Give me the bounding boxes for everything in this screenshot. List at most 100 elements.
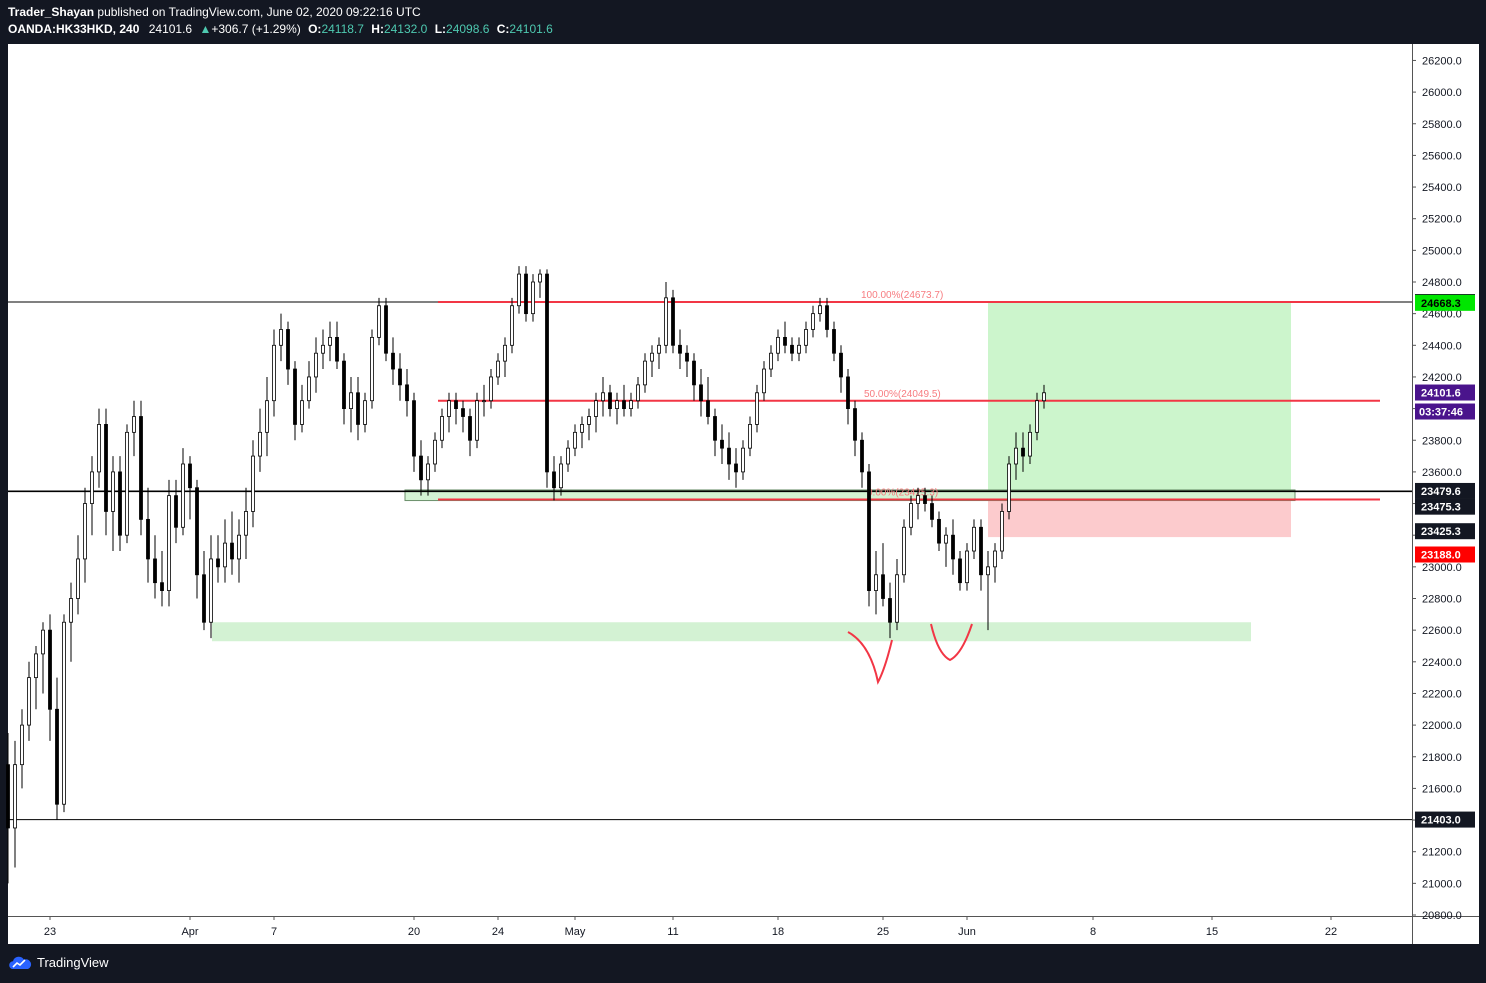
candle <box>685 352 689 362</box>
candle <box>146 518 150 560</box>
candle <box>524 273 528 315</box>
countdown-label: 03:37:46 <box>1419 407 1463 419</box>
candle <box>643 360 647 386</box>
candle <box>923 495 927 504</box>
price-label-21403: 21403.0 <box>1421 815 1461 827</box>
price-label-23479: 23479.6 <box>1421 486 1461 498</box>
candle <box>48 629 52 710</box>
candle <box>251 455 255 512</box>
candle <box>804 329 808 346</box>
y-tick-label: 20800.0 <box>1422 910 1462 922</box>
candle <box>650 352 654 362</box>
y-tick-label: 21200.0 <box>1422 847 1462 859</box>
candle <box>545 273 549 473</box>
candle <box>237 534 241 560</box>
candle <box>76 558 80 599</box>
y-tick-label: 25200.0 <box>1422 214 1462 226</box>
y-tick-label: 24600.0 <box>1422 309 1462 321</box>
candle <box>867 471 871 591</box>
candle <box>531 281 535 315</box>
candle <box>139 416 143 520</box>
candle <box>811 313 815 330</box>
up-arrow-icon: ▲ <box>199 22 212 36</box>
symbol-label[interactable]: OANDA:HK33HKD, 240 <box>8 22 140 36</box>
candle <box>244 511 248 536</box>
candle <box>440 416 444 441</box>
x-tick-label: 20 <box>408 926 420 938</box>
author-name[interactable]: Trader_Shayan <box>8 5 95 19</box>
candle <box>97 424 101 473</box>
candle <box>769 352 773 370</box>
candle <box>622 400 626 409</box>
candle <box>580 424 584 433</box>
support-zone[interactable] <box>212 622 1251 642</box>
candle <box>958 558 962 584</box>
candle <box>174 495 178 528</box>
candle <box>90 471 94 504</box>
candle <box>902 526 906 576</box>
y-tick-label: 24400.0 <box>1422 340 1462 352</box>
price-label-current-bg <box>1415 384 1475 401</box>
candle <box>314 352 318 378</box>
candle <box>615 400 619 409</box>
candle <box>55 708 59 805</box>
double-bottom-curve-right[interactable] <box>930 623 973 662</box>
candle <box>391 352 395 370</box>
x-tick-label: 15 <box>1206 926 1218 938</box>
fib-level-label: 100.00%(24673.7) <box>861 290 943 301</box>
candle <box>699 384 703 402</box>
double-bottom-curve-left[interactable] <box>847 631 893 685</box>
candle <box>860 439 864 473</box>
y-tick-label: 24200.0 <box>1422 372 1462 384</box>
ohlc-legend: OANDA:HK33HKD, 240 24101.6 ▲+306.7 (+1.2… <box>8 22 553 36</box>
candle <box>454 400 458 409</box>
candle <box>993 550 997 568</box>
publish-info: Trader_Shayan published on TradingView.c… <box>8 5 421 19</box>
y-tick-label: 22200.0 <box>1422 688 1462 700</box>
close-value: 24101.6 <box>509 22 553 36</box>
price-axis[interactable] <box>1413 44 1479 916</box>
tradingview-cloud-icon <box>9 956 32 969</box>
candle <box>587 416 591 425</box>
candle <box>853 408 857 441</box>
candle <box>937 518 941 544</box>
candle <box>223 542 227 568</box>
candle <box>748 424 752 449</box>
high-label: H: <box>371 22 384 36</box>
candle <box>181 463 185 528</box>
candle <box>216 558 220 568</box>
candle <box>734 463 738 473</box>
published-text: published on TradingView.com, June 02, 2… <box>97 5 421 19</box>
candle <box>328 336 332 346</box>
candle <box>419 455 423 481</box>
time-axis[interactable] <box>8 917 1412 944</box>
last-price: 24101.6 <box>148 22 193 36</box>
candle <box>944 534 948 544</box>
candle <box>230 542 234 560</box>
y-tick-label: 25400.0 <box>1422 182 1462 194</box>
low-label: L: <box>434 22 447 36</box>
target-zone[interactable] <box>988 302 1291 492</box>
candle <box>1007 463 1011 512</box>
candle <box>1021 447 1025 457</box>
candle <box>83 503 87 560</box>
candle <box>888 598 892 623</box>
candle <box>608 392 612 409</box>
price-chart[interactable]: 20800.021000.021200.021400.021600.021800… <box>0 44 1486 944</box>
candle <box>783 336 787 346</box>
candle <box>27 677 31 726</box>
candle <box>566 447 570 465</box>
candle <box>797 344 801 354</box>
tradingview-logo[interactable]: TradingView <box>8 955 109 970</box>
x-tick-label: Jun <box>958 926 976 938</box>
candle <box>1028 431 1032 457</box>
price-label-21403-bg <box>1415 811 1475 828</box>
price-label-stop: 23188.0 <box>1421 550 1461 562</box>
y-tick-label: 25000.0 <box>1422 245 1462 257</box>
x-tick-label: 18 <box>772 926 784 938</box>
entry-zone[interactable] <box>404 489 1296 502</box>
axis-corner <box>1413 917 1479 944</box>
candle <box>188 463 192 489</box>
candle <box>202 574 206 623</box>
candle <box>104 424 108 512</box>
